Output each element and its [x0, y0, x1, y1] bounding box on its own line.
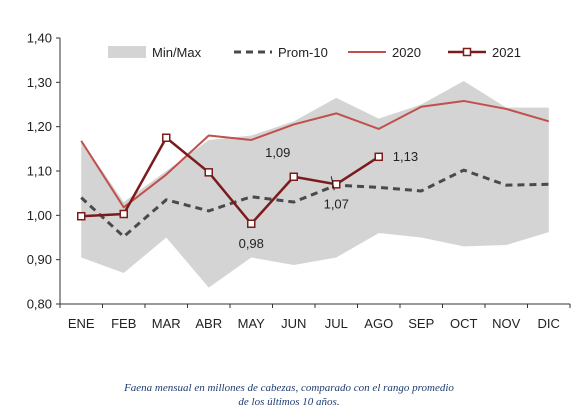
x-tick-label: JUN: [281, 316, 306, 331]
data-point-2021: [77, 211, 86, 221]
data-point-2021: [204, 168, 213, 177]
y-tick-label: 1,40: [27, 31, 52, 46]
x-tick-label: JUL: [325, 316, 348, 331]
line-chart: 0,80 0,90 1,00 1,10 1,20 1,30 1,40 ENE FEB MAR ABR…: [27, 31, 571, 331]
data-point-2021: [119, 209, 128, 219]
y-tick-label: 1,20: [27, 119, 52, 134]
y-tick-label: 1,10: [27, 164, 52, 179]
data-point-2021: [289, 172, 298, 182]
axes: 0,80 0,90 1,00 1,10 1,20 1,30 1,40 ENE FEB MAR ABR…: [27, 31, 571, 331]
data-label: 1,09: [265, 145, 290, 160]
min-max-band: [81, 81, 549, 288]
legend-label-min-max: Min/Max: [152, 45, 202, 60]
series-line-prom-10: [80, 168, 549, 239]
x-tick-label: AGO: [364, 316, 393, 331]
legend: Min/Max Prom-10 2020 2021: [108, 45, 521, 60]
y-tick-label: 1,30: [27, 75, 52, 90]
caption-line-1: Faena mensual en millones de cabezas, co…: [124, 382, 454, 394]
data-point-2021: [247, 219, 256, 229]
x-tick-label: DIC: [538, 316, 560, 331]
data-label: 0,98: [239, 236, 264, 251]
data-point-2021: [374, 152, 383, 162]
data-labels: 0,98 1,09 1,07 1,13: [239, 145, 418, 251]
x-tick-label: SEP: [408, 316, 434, 331]
data-label: 1,13: [393, 149, 418, 164]
y-tick-label: 0,90: [27, 252, 52, 267]
min-max-area: [81, 81, 549, 288]
x-tick-label: ENE: [68, 316, 95, 331]
caption-line-2: de los últimos 10 años.: [238, 396, 340, 408]
legend-label-prom-10: Prom-10: [278, 45, 328, 60]
legend-label-2020: 2020: [392, 45, 421, 60]
legend-swatch-min-max: [108, 46, 146, 58]
series-lines: [77, 99, 550, 239]
x-tick-label: MAY: [238, 316, 266, 331]
x-tick-label: FEB: [111, 316, 136, 331]
legend-label-2021: 2021: [492, 45, 521, 60]
y-tick-label: 0,80: [27, 297, 52, 312]
series-line-2021: [81, 136, 380, 226]
x-tick-label: MAR: [152, 316, 181, 331]
series-line-2020: [80, 99, 550, 209]
x-tick-label: ABR: [195, 316, 222, 331]
chart-caption: Faena mensual en millones de cabezas, co…: [0, 381, 578, 409]
data-label: 1,07: [324, 196, 349, 211]
x-tick-label: NOV: [492, 316, 521, 331]
x-tick-label: OCT: [450, 316, 478, 331]
annotation-pointer: [330, 176, 335, 191]
legend-marker-2021: [462, 47, 472, 57]
y-tick-label: 1,00: [27, 208, 52, 223]
data-point-2021: [162, 133, 171, 142]
